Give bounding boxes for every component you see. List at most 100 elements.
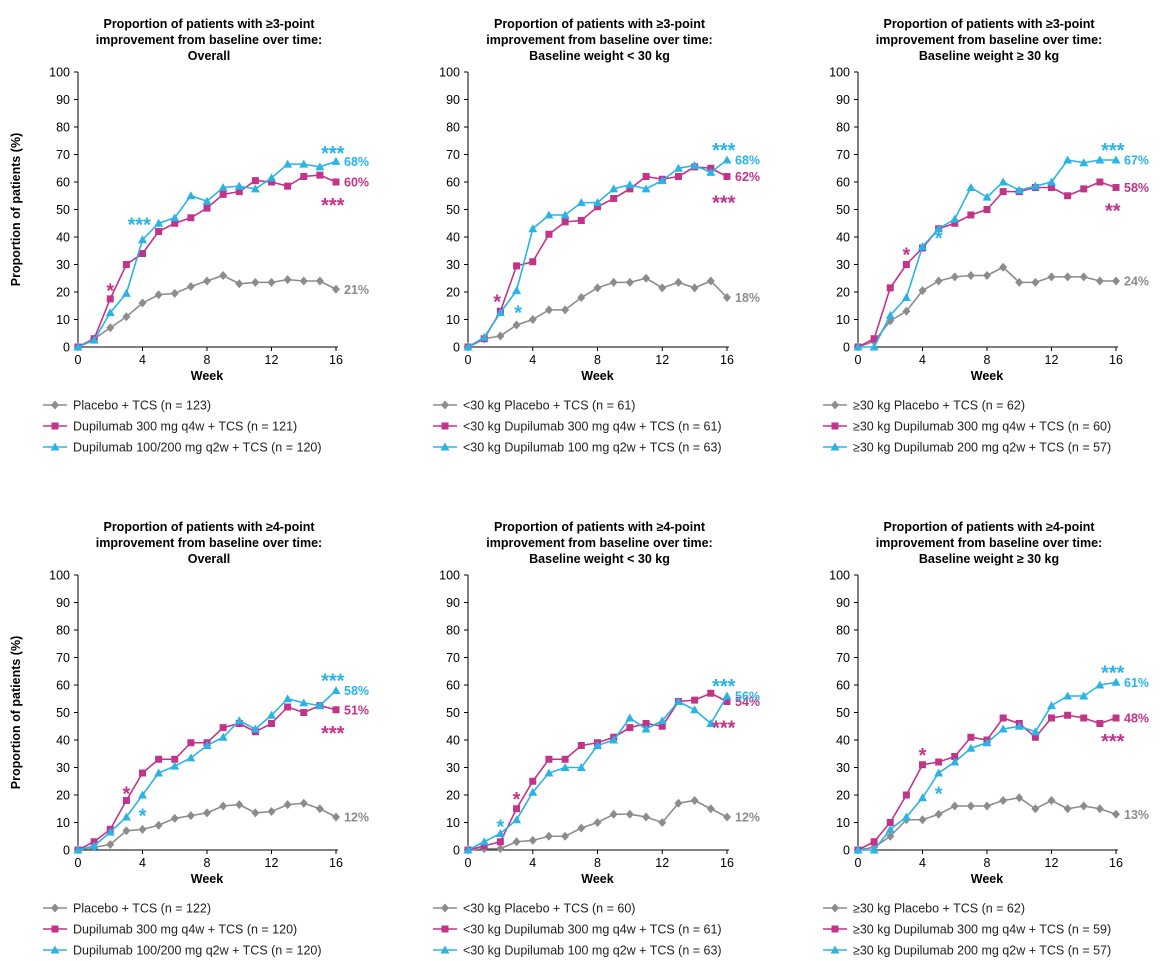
- y-tick-label: 60: [56, 679, 70, 693]
- data-point: [869, 342, 879, 351]
- data-point: [155, 228, 163, 235]
- significance-marker: *: [139, 805, 147, 827]
- data-point: [122, 261, 130, 268]
- y-tick-label: 80: [446, 624, 460, 638]
- data-point: [512, 837, 521, 847]
- y-tick-label: 50: [56, 706, 70, 720]
- y-tick-label: 70: [836, 148, 850, 162]
- data-point: [934, 276, 943, 286]
- data-point: [706, 719, 716, 727]
- legend-swatch-marker: [831, 925, 839, 933]
- data-point: [283, 694, 293, 703]
- data-point: [723, 173, 731, 180]
- data-point: [332, 284, 340, 294]
- data-point: [674, 277, 683, 287]
- y-tick-label: 90: [446, 596, 460, 610]
- legend-label: Dupilumab 100/200 mg q2w + TCS (n = 120): [73, 944, 322, 958]
- y-tick-label: 80: [56, 121, 70, 135]
- data-point: [1079, 272, 1088, 282]
- data-point: [186, 191, 196, 200]
- y-tick-label: 50: [446, 706, 460, 720]
- data-point: [999, 188, 1007, 196]
- data-point: [902, 791, 910, 799]
- y-tick-label: 70: [56, 651, 70, 665]
- data-point: [870, 838, 878, 846]
- x-tick-label: 16: [329, 856, 343, 870]
- legend-entry: ≥30 kg Dupilumab 200 mg q2w + TCS (n = 5…: [823, 944, 1111, 958]
- end-value-label: 61%: [1124, 676, 1149, 690]
- end-value-label: 21%: [344, 283, 369, 297]
- data-point: [528, 787, 538, 796]
- data-point: [870, 335, 878, 343]
- end-value-label: 48%: [1124, 712, 1149, 726]
- data-point: [73, 845, 83, 854]
- legend-label: <30 kg Dupilumab 100 mg q2w + TCS (n = 6…: [463, 441, 722, 455]
- data-point: [577, 217, 585, 224]
- chart-title-line: Baseline weight < 30 kg: [529, 49, 670, 63]
- legend-entry: Dupilumab 100/200 mg q2w + TCS (n = 120): [43, 441, 322, 455]
- data-point: [1063, 155, 1073, 164]
- data-point: [528, 224, 538, 233]
- data-point: [170, 288, 179, 298]
- data-point: [529, 777, 537, 785]
- data-point: [886, 284, 894, 292]
- data-point: [641, 184, 651, 193]
- legend-swatch-marker: [441, 422, 449, 430]
- legend-label: <30 kg Placebo + TCS (n = 61): [463, 399, 635, 413]
- data-point: [480, 842, 488, 850]
- data-point: [251, 277, 260, 287]
- y-tick-label: 30: [56, 258, 70, 272]
- data-point: [609, 184, 619, 193]
- legend-label: Dupilumab 100/200 mg q2w + TCS (n = 120): [73, 441, 322, 455]
- data-point: [170, 761, 180, 770]
- data-point: [218, 183, 228, 191]
- series-3: 68%: [463, 154, 760, 351]
- y-tick-label: 100: [49, 569, 70, 583]
- data-point: [284, 703, 292, 711]
- y-tick-label: 90: [836, 93, 850, 107]
- legend-entry: ≥30 kg Dupilumab 300 mg q4w + TCS (n = 6…: [823, 420, 1111, 434]
- x-tick-label: 4: [529, 856, 536, 870]
- data-point: [138, 298, 147, 308]
- data-point: [673, 697, 683, 705]
- data-point: [642, 273, 651, 283]
- end-value-label: 67%: [1124, 154, 1149, 168]
- data-point: [625, 809, 634, 819]
- data-point: [853, 845, 863, 854]
- legend-entry: <30 kg Dupilumab 300 mg q4w + TCS (n = 6…: [433, 420, 722, 434]
- x-tick-label: 12: [655, 856, 669, 870]
- data-point: [121, 288, 131, 297]
- significance-marker: ***: [1101, 731, 1125, 753]
- data-point: [966, 743, 976, 752]
- data-point: [315, 804, 324, 814]
- y-tick-label: 20: [836, 789, 850, 803]
- data-point: [495, 829, 505, 837]
- data-point: [658, 818, 667, 827]
- data-point: [235, 800, 244, 810]
- data-point: [544, 831, 553, 841]
- x-tick-label: 4: [139, 353, 146, 367]
- significance-marker: ***: [712, 140, 736, 162]
- data-point: [642, 812, 651, 822]
- data-point: [283, 275, 292, 285]
- y-tick-label: 90: [836, 596, 850, 610]
- end-value-label: 12%: [344, 811, 369, 825]
- y-tick-label: 0: [453, 844, 460, 858]
- data-point: [593, 283, 602, 293]
- data-point: [1015, 277, 1024, 287]
- data-point: [235, 188, 243, 196]
- data-point: [1030, 727, 1040, 736]
- legend-label: <30 kg Dupilumab 300 mg q4w + TCS (n = 6…: [463, 923, 722, 937]
- data-point: [300, 709, 308, 716]
- data-point: [950, 801, 959, 811]
- data-point: [593, 741, 602, 749]
- y-tick-label: 100: [829, 569, 850, 583]
- x-tick-label: 8: [204, 353, 211, 367]
- data-point: [155, 755, 163, 763]
- chart-title-line: Proportion of patients with ≥3-point: [494, 17, 706, 31]
- x-tick-label: 12: [1045, 353, 1059, 367]
- data-point: [951, 219, 959, 227]
- legend-label: ≥30 kg Dupilumab 300 mg q4w + TCS (n = 6…: [853, 420, 1111, 434]
- data-point: [999, 796, 1008, 805]
- series-3: 67%: [853, 154, 1149, 351]
